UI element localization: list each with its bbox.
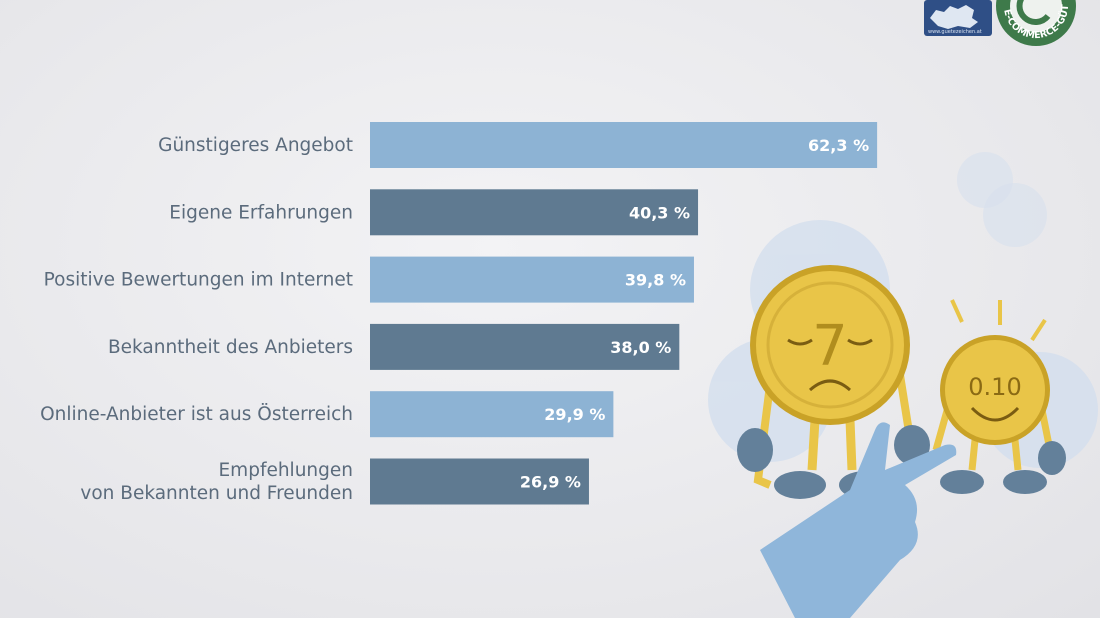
small-coin-left-shoe: [940, 470, 984, 494]
guetezeichen-logo: www.guetezeichen.at E-COMMERCE-GÜTEZEICH…: [922, 0, 1076, 46]
value-label-1: 62,3 %: [808, 136, 869, 155]
small-coin-digits: 0.10: [968, 373, 1021, 401]
value-label-2: 40,3 %: [629, 203, 690, 222]
europe-map-icon: [930, 5, 978, 29]
category-label-5: Online-Anbieter ist aus Österreich: [40, 403, 353, 425]
value-label-4: 38,0 %: [610, 338, 671, 357]
bar-5: [370, 391, 614, 438]
pointing-hand: [760, 422, 957, 618]
value-labels-group: 62,3 % 40,3 % 39,8 % 38,0 % 29,9 % 26,9 %: [520, 136, 869, 492]
category-label-2: Eigene Erfahrungen: [169, 202, 353, 223]
logo-url-text: www.guetezeichen.at: [928, 29, 982, 35]
big-coin-digit: 7: [812, 314, 848, 379]
value-label-3: 39,8 %: [625, 271, 686, 290]
bar-6: [370, 458, 589, 505]
big-coin-left-hand: [737, 428, 773, 472]
seal-inner: [1010, 0, 1062, 32]
coin-characters-illustration: 7 0.10: [708, 152, 1098, 618]
category-label-4: Bekanntheit des Anbieters: [108, 337, 353, 358]
bar-1: [370, 122, 878, 168]
seal-e-symbol: [1016, 0, 1051, 25]
bar-4: [370, 323, 680, 370]
small-coin-right-hand: [1038, 441, 1066, 475]
category-label-1: Günstigeres Angebot: [158, 135, 353, 156]
value-label-5: 29,9 %: [544, 405, 605, 424]
small-coin-right-shoe: [1003, 470, 1047, 494]
category-label-6: Empfehlungen von Bekannten und Freunden: [80, 460, 353, 504]
category-labels-group: Günstigeres Angebot Eigene Erfahrungen Pos…: [40, 135, 353, 504]
bar-2: [370, 189, 699, 236]
big-coin-character: 7: [737, 265, 930, 499]
value-label-6: 26,9 %: [520, 473, 581, 492]
bars-group: [370, 122, 878, 505]
big-coin-left-shoe: [774, 471, 826, 499]
bar-3: [370, 256, 694, 303]
category-label-3: Positive Bewertungen im Internet: [44, 270, 353, 291]
small-coin-character: 0.10: [932, 299, 1066, 494]
